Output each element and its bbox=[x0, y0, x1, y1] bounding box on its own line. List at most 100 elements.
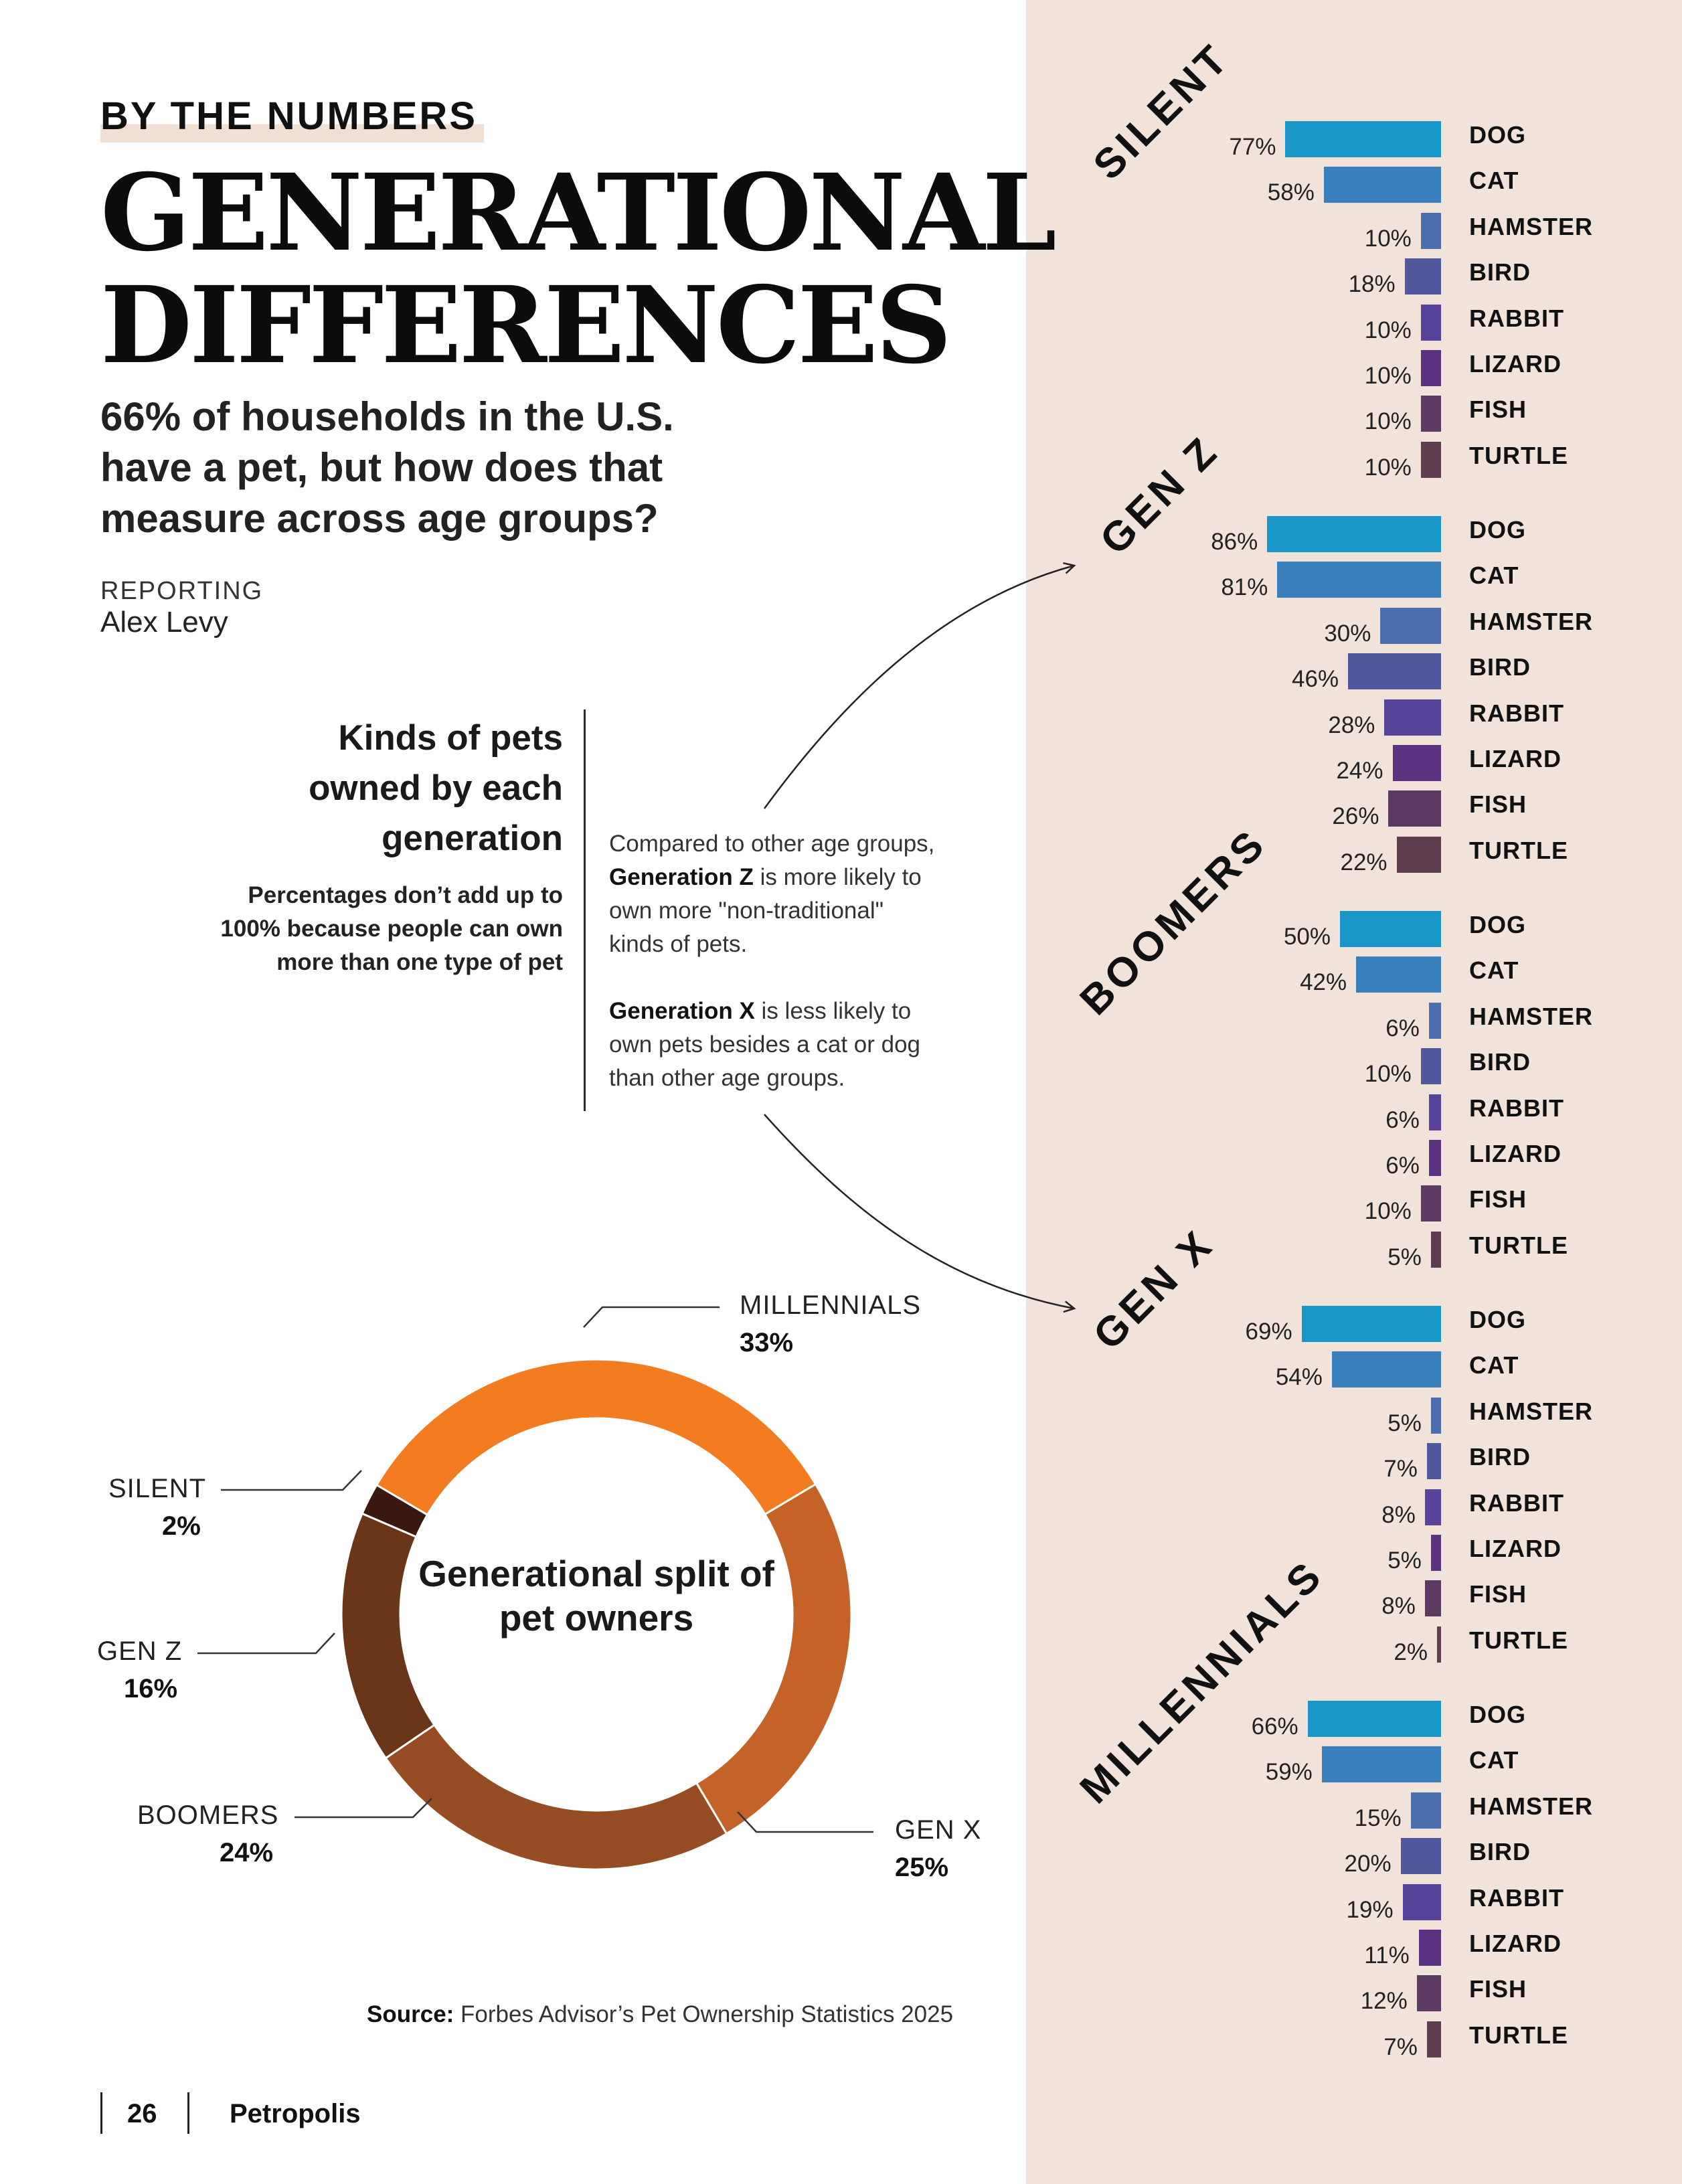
sidebar-title-line-2: owned by each bbox=[309, 768, 563, 808]
category-label-gen-x-rabbit: RABBIT bbox=[1469, 1489, 1564, 1517]
sidebar-title-line-1: Kinds of pets bbox=[338, 718, 563, 758]
category-label-silent-turtle: TURTLE bbox=[1469, 441, 1568, 469]
bar-boomers-rabbit bbox=[1428, 1094, 1441, 1130]
category-label-gen-z-turtle: TURTLE bbox=[1469, 836, 1568, 864]
category-label-boomers-fish: FISH bbox=[1469, 1185, 1527, 1213]
slice-name-gen-z: GEN Z bbox=[97, 1636, 183, 1666]
slice-value-millennials: 33% bbox=[740, 1328, 794, 1357]
category-label-silent-cat: CAT bbox=[1469, 167, 1519, 195]
value-label-millennials-bird: 20% bbox=[1344, 1851, 1392, 1877]
category-label-gen-z-lizard: LIZARD bbox=[1469, 745, 1562, 772]
category-label-gen-x-cat: CAT bbox=[1469, 1351, 1519, 1379]
category-label-silent-dog: DOG bbox=[1469, 121, 1527, 149]
category-label-gen-x-fish: FISH bbox=[1469, 1580, 1527, 1608]
bar-boomers-hamster bbox=[1428, 1002, 1441, 1039]
value-label-gen-z-cat: 81% bbox=[1221, 574, 1268, 601]
bar-gen-z-lizard bbox=[1392, 745, 1441, 781]
bar-silent-dog bbox=[1285, 121, 1441, 157]
footer-rule-left bbox=[100, 2092, 102, 2134]
category-label-silent-rabbit: RABBIT bbox=[1469, 304, 1564, 332]
value-label-boomers-turtle: 5% bbox=[1387, 1244, 1422, 1270]
value-label-gen-x-hamster: 5% bbox=[1387, 1410, 1422, 1436]
category-label-gen-z-fish: FISH bbox=[1469, 790, 1527, 819]
bar-gen-z-rabbit bbox=[1384, 699, 1441, 736]
category-label-gen-z-rabbit: RABBIT bbox=[1469, 699, 1564, 727]
value-label-silent-hamster: 10% bbox=[1364, 225, 1412, 252]
category-label-boomers-turtle: TURTLE bbox=[1469, 1231, 1568, 1259]
category-label-millennials-bird: BIRD bbox=[1469, 1838, 1531, 1866]
value-label-gen-z-rabbit: 28% bbox=[1328, 711, 1375, 738]
value-label-boomers-lizard: 6% bbox=[1385, 1153, 1420, 1179]
bar-boomers-bird bbox=[1420, 1048, 1441, 1085]
value-label-gen-z-fish: 26% bbox=[1332, 803, 1379, 830]
leader-line-boomers bbox=[295, 1798, 432, 1819]
value-label-boomers-rabbit: 6% bbox=[1385, 1106, 1420, 1133]
category-label-boomers-bird: BIRD bbox=[1469, 1048, 1531, 1076]
bar-gen-z-bird bbox=[1348, 653, 1441, 690]
bar-millennials-turtle bbox=[1426, 2021, 1441, 2057]
value-label-gen-z-dog: 86% bbox=[1211, 529, 1258, 555]
callout1-line-4: kinds of pets. bbox=[609, 931, 748, 957]
arrow-to-gen-z bbox=[763, 562, 1076, 809]
leader-line-gen-x bbox=[737, 1811, 873, 1833]
value-label-gen-x-dog: 69% bbox=[1245, 1319, 1292, 1345]
category-label-millennials-turtle: TURTLE bbox=[1469, 2021, 1568, 2049]
slice-name-millennials: MILLENNIALS bbox=[740, 1290, 922, 1320]
category-label-gen-z-bird: BIRD bbox=[1469, 653, 1531, 681]
dek: 66% of households in the U.S. have a pet… bbox=[100, 392, 770, 544]
value-label-gen-z-hamster: 30% bbox=[1324, 620, 1371, 647]
category-label-gen-x-dog: DOG bbox=[1469, 1306, 1527, 1333]
bar-boomers-dog bbox=[1340, 911, 1441, 947]
publication-name: Petropolis bbox=[230, 2099, 361, 2128]
value-label-gen-x-cat: 54% bbox=[1275, 1364, 1323, 1391]
donut-slice-millennials bbox=[375, 1358, 817, 1517]
bar-millennials-bird bbox=[1400, 1838, 1441, 1875]
value-label-gen-z-turtle: 22% bbox=[1340, 849, 1387, 875]
bar-silent-cat bbox=[1323, 167, 1441, 203]
leader-line-silent bbox=[221, 1470, 362, 1491]
category-label-gen-x-hamster: HAMSTER bbox=[1469, 1397, 1593, 1425]
value-label-gen-x-rabbit: 8% bbox=[1381, 1501, 1416, 1528]
bar-gen-x-turtle bbox=[1436, 1626, 1441, 1663]
source-text: Forbes Advisor’s Pet Ownership Statistic… bbox=[454, 2001, 954, 2027]
donut-slice-silent bbox=[361, 1483, 429, 1539]
value-label-silent-lizard: 10% bbox=[1364, 363, 1412, 389]
sidebar-note-line-1: Percentages don’t add up to bbox=[248, 882, 563, 908]
value-label-millennials-hamster: 15% bbox=[1354, 1804, 1402, 1831]
bar-gen-z-cat bbox=[1277, 562, 1441, 598]
category-label-boomers-hamster: HAMSTER bbox=[1469, 1002, 1593, 1030]
bar-boomers-fish bbox=[1420, 1185, 1441, 1222]
reporting-label: REPORTING bbox=[100, 577, 264, 605]
bar-millennials-cat bbox=[1321, 1746, 1441, 1783]
bar-silent-hamster bbox=[1420, 212, 1441, 249]
category-label-silent-fish: FISH bbox=[1469, 396, 1527, 424]
callout1-line-2-rest: is more likely to bbox=[753, 864, 922, 890]
sidebar-note-line-2: 100% because people can own bbox=[220, 916, 563, 942]
value-label-millennials-turtle: 7% bbox=[1383, 2033, 1418, 2060]
value-label-millennials-rabbit: 19% bbox=[1346, 1896, 1394, 1923]
value-label-silent-fish: 10% bbox=[1364, 408, 1412, 435]
sidebar-note-line-3: more than one type of pet bbox=[276, 949, 563, 975]
source-label: Source: bbox=[367, 2001, 454, 2027]
bar-gen-z-fish bbox=[1388, 790, 1441, 827]
slice-value-gen-z: 16% bbox=[124, 1674, 178, 1703]
page-number: 26 bbox=[127, 2099, 157, 2128]
donut-slice-boomers bbox=[384, 1724, 728, 1871]
dek-line-2: have a pet, but how does that bbox=[100, 445, 663, 490]
category-label-silent-hamster: HAMSTER bbox=[1469, 212, 1593, 240]
category-label-millennials-hamster: HAMSTER bbox=[1469, 1792, 1593, 1820]
category-label-silent-bird: BIRD bbox=[1469, 258, 1531, 286]
value-label-gen-x-lizard: 5% bbox=[1387, 1547, 1422, 1574]
sidebar-title-line-3: generation bbox=[382, 819, 563, 858]
donut-slice-gen-x bbox=[695, 1483, 853, 1835]
slice-name-gen-x: GEN X bbox=[895, 1815, 982, 1845]
value-label-gen-z-bird: 46% bbox=[1292, 666, 1339, 693]
value-label-silent-rabbit: 10% bbox=[1364, 317, 1412, 343]
callout1-line-3: own more "non-traditional" bbox=[609, 898, 884, 924]
value-label-boomers-bird: 10% bbox=[1364, 1061, 1412, 1088]
bar-boomers-cat bbox=[1356, 956, 1441, 993]
category-label-boomers-cat: CAT bbox=[1469, 956, 1519, 985]
callout2-bold: Generation X bbox=[609, 998, 755, 1024]
value-label-gen-x-fish: 8% bbox=[1381, 1593, 1416, 1620]
